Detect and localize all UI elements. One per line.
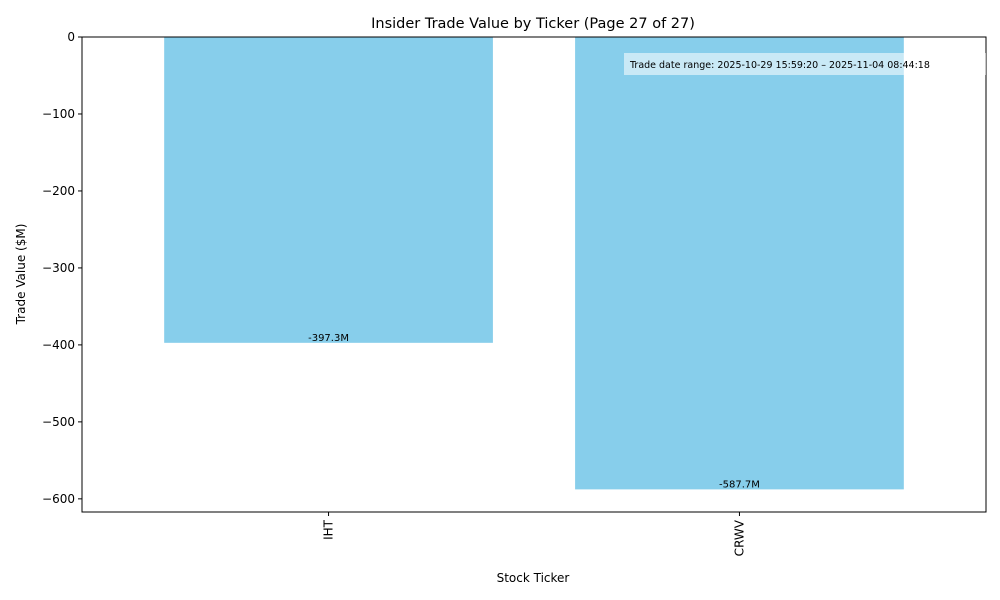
annotation-box: Trade date range: 2025-10-29 15:59:20 – … xyxy=(624,53,986,75)
y-tick-label: 0 xyxy=(67,30,75,44)
x-axis-label: Stock Ticker xyxy=(497,571,570,585)
chart-title: Insider Trade Value by Ticker (Page 27 o… xyxy=(371,16,695,32)
data-label-crwv: -587.7M xyxy=(719,479,760,490)
annotation-text: Trade date range: 2025-10-29 15:59:20 – … xyxy=(629,60,930,71)
x-tick-label: IHT xyxy=(322,519,336,540)
x-tick-label: CRWV xyxy=(732,519,746,556)
y-tick-label: −500 xyxy=(42,415,75,429)
bar-crwv xyxy=(575,37,904,490)
y-axis-label: Trade Value ($M) xyxy=(14,224,28,326)
y-tick-label: −300 xyxy=(42,261,75,275)
annotation-background xyxy=(624,53,986,75)
y-axis: 0 −100 −200 −300 −400 −500 −600 xyxy=(42,30,82,506)
y-tick-label: −200 xyxy=(42,184,75,198)
data-label-iht: -397.3M xyxy=(308,333,349,344)
x-axis: IHT CRWV xyxy=(322,512,746,556)
y-tick-label: −400 xyxy=(42,338,75,352)
plot-frame xyxy=(81,36,987,513)
bar-group xyxy=(164,37,904,490)
data-label-group: -397.3M -587.7M xyxy=(308,333,760,491)
bar-iht xyxy=(164,37,493,343)
y-tick-label: −100 xyxy=(42,107,75,121)
y-tick-label: −600 xyxy=(42,492,75,506)
